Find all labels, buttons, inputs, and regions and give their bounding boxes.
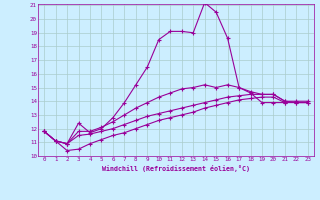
X-axis label: Windchill (Refroidissement éolien,°C): Windchill (Refroidissement éolien,°C) (102, 165, 250, 172)
